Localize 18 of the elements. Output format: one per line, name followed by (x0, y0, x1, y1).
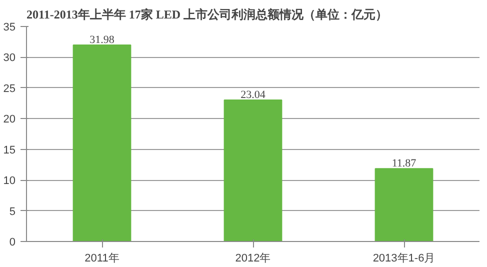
x-tick-label: 2013年1-6月 (372, 252, 436, 264)
y-tick-label: 35 (3, 22, 16, 34)
y-tick-label: 0 (9, 236, 16, 248)
y-tick-label: 20 (3, 114, 16, 126)
bar (224, 99, 282, 242)
y-tick-label: 10 (3, 175, 16, 188)
y-tick-label: 30 (3, 52, 16, 64)
chart-title: 2011-2013年上半年 17家 LED 上市公司利润总额情况（单位：亿元） (26, 8, 388, 22)
x-tick-label: 2012年 (235, 252, 271, 264)
data-label: 11.87 (392, 158, 417, 170)
data-label: 23.04 (240, 88, 266, 101)
y-tick-label: 25 (3, 82, 16, 95)
y-tick-label: 5 (9, 206, 16, 218)
data-label: 31.98 (90, 34, 115, 46)
x-tick-label: 2011年 (84, 252, 120, 264)
y-tick-label: 15 (3, 144, 16, 156)
bar (374, 168, 434, 242)
bar (72, 44, 132, 242)
